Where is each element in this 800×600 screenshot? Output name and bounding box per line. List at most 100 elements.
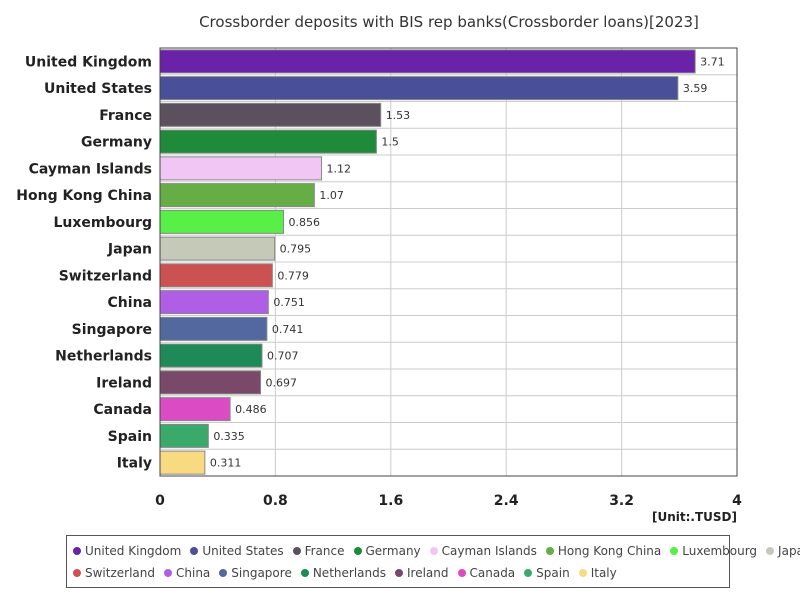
unit-label: [Unit:.TUSD] [652, 510, 737, 524]
legend-marker-icon [578, 569, 587, 577]
legend-marker-icon [292, 547, 301, 555]
grid-lines [159, 48, 738, 476]
category-label: Italy [117, 456, 152, 472]
x-axis-ticks: 0 0.8 1.6 2.4 3.2 4 [155, 493, 742, 509]
value-label: 3.59 [683, 82, 708, 95]
bar-netherlands [159, 343, 263, 368]
legend-marker-icon [73, 547, 81, 555]
legend-item: Singapore [219, 566, 292, 580]
legend-row: Switzerland China Singapore Netherlands Irel… [73, 563, 725, 583]
bar-spain [159, 423, 209, 448]
legend-item: Luxembourg [670, 544, 757, 558]
legend-row: United Kingdom United States France Germany… [73, 541, 800, 561]
legend-label: Japan [778, 544, 800, 558]
legend-label: Netherlands [312, 566, 386, 580]
legend-item: Italy [578, 566, 617, 580]
value-label: 0.779 [277, 269, 309, 282]
value-label: 0.751 [273, 296, 305, 309]
x-tick-label: 0.8 [263, 493, 288, 509]
legend-label: France [304, 544, 345, 558]
x-tick-label: 4 [732, 493, 742, 509]
category-label: United Kingdom [25, 54, 152, 70]
legend-item: Spain [524, 566, 570, 580]
legend-label: China [176, 566, 211, 580]
legend-label: Cayman Islands [441, 544, 537, 558]
legend-item: Canada [457, 566, 516, 580]
legend-marker-icon [766, 547, 775, 555]
value-label: 0.795 [280, 243, 312, 256]
category-labels: United Kingdom United States France Germany… [16, 54, 152, 471]
value-label: 1.12 [327, 162, 352, 175]
value-label: 1.53 [386, 109, 411, 122]
value-label: 1.07 [319, 189, 344, 202]
legend-item: Hong Kong China [545, 544, 662, 558]
bar-switzerland [159, 263, 273, 288]
plot-border [159, 47, 738, 477]
bar-hong-kong-china [159, 183, 315, 208]
bar-ireland [159, 370, 262, 395]
legend-item: Cayman Islands [429, 544, 537, 558]
chart-title: Crossborder deposits with BIS rep banks(… [199, 13, 699, 31]
legend-item: United Kingdom [73, 544, 181, 558]
legend-label: United Kingdom [85, 544, 182, 558]
legend: United Kingdom United States France Germany… [66, 535, 800, 588]
bar-canada [159, 397, 231, 422]
value-label: 0.311 [210, 457, 242, 470]
legend-marker-icon [545, 547, 554, 555]
value-label: 0.697 [266, 376, 298, 389]
legend-item: China [164, 566, 210, 580]
value-label: 0.707 [267, 350, 299, 363]
x-tick-label: 1.6 [378, 493, 403, 509]
legend-marker-icon [190, 547, 199, 555]
category-label: Spain [108, 429, 152, 445]
legend-label: United States [202, 544, 284, 558]
bar-italy [159, 450, 206, 475]
bar-germany [159, 129, 377, 154]
value-label: 0.486 [235, 403, 267, 416]
legend-marker-icon [164, 569, 172, 577]
category-label: China [108, 295, 152, 311]
x-tick-label: 2.4 [494, 493, 519, 509]
category-label: Japan [107, 242, 152, 258]
legend-marker-icon [219, 569, 228, 577]
value-label: 0.856 [288, 216, 320, 229]
legend-label: Luxembourg [682, 544, 758, 558]
legend-marker-icon [300, 569, 309, 577]
category-label: Canada [93, 402, 152, 418]
category-label: Netherlands [55, 349, 152, 365]
legend-marker-icon [353, 547, 362, 555]
legend-item: Germany [353, 544, 421, 558]
legend-marker-icon [524, 569, 533, 577]
value-label: 3.71 [700, 55, 725, 68]
legend-label: Singapore [231, 566, 292, 580]
bar-luxembourg [159, 209, 284, 234]
bar-united-kingdom [159, 49, 696, 74]
category-label: France [99, 108, 152, 124]
bar-china [159, 290, 269, 315]
legend-marker-icon [457, 569, 466, 577]
legend-label: Italy [590, 566, 617, 580]
legend-item: Ireland [394, 566, 449, 580]
category-label: Ireland [96, 375, 152, 391]
legend-label: Germany [365, 544, 421, 558]
legend-marker-icon [394, 569, 403, 577]
legend-label: Switzerland [85, 566, 155, 580]
legend-label: Ireland [406, 566, 449, 580]
bar-japan [159, 236, 276, 261]
legend-marker-icon [670, 547, 679, 555]
legend-item: Netherlands [300, 566, 386, 580]
legend-item: United States [190, 544, 284, 558]
legend-label: Hong Kong China [557, 544, 662, 558]
category-label: Singapore [72, 322, 152, 338]
x-tick-label: 3.2 [609, 493, 634, 509]
legend-item: Japan [766, 544, 800, 558]
value-label: 0.335 [213, 430, 245, 443]
value-label: 1.5 [381, 136, 399, 149]
x-tick-label: 0 [155, 493, 165, 509]
legend-label: Canada [469, 566, 516, 580]
legend-marker-icon [73, 569, 81, 577]
bar-cayman-islands [159, 156, 323, 181]
legend-item: Switzerland [73, 566, 155, 580]
category-label: Switzerland [59, 268, 152, 284]
bar-chart: Crossborder deposits with BIS rep banks(… [16, 13, 742, 524]
